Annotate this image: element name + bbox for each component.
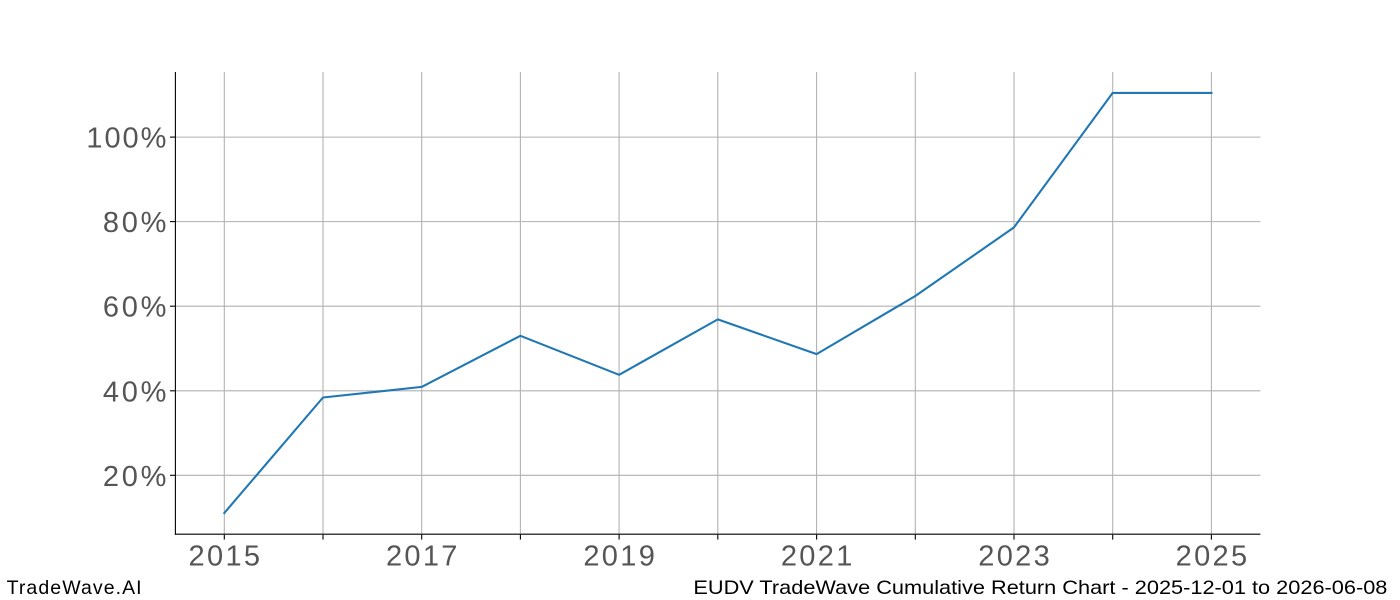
svg-text:TradeWave.AI: TradeWave.AI [7, 577, 142, 599]
svg-text:60%: 60% [103, 292, 167, 324]
svg-text:40%: 40% [103, 376, 167, 408]
svg-text:EUDV TradeWave Cumulative Retu: EUDV TradeWave Cumulative Return Chart -… [693, 577, 1387, 599]
svg-text:100%: 100% [86, 123, 166, 155]
svg-text:80%: 80% [103, 207, 167, 239]
svg-text:20%: 20% [103, 461, 167, 493]
